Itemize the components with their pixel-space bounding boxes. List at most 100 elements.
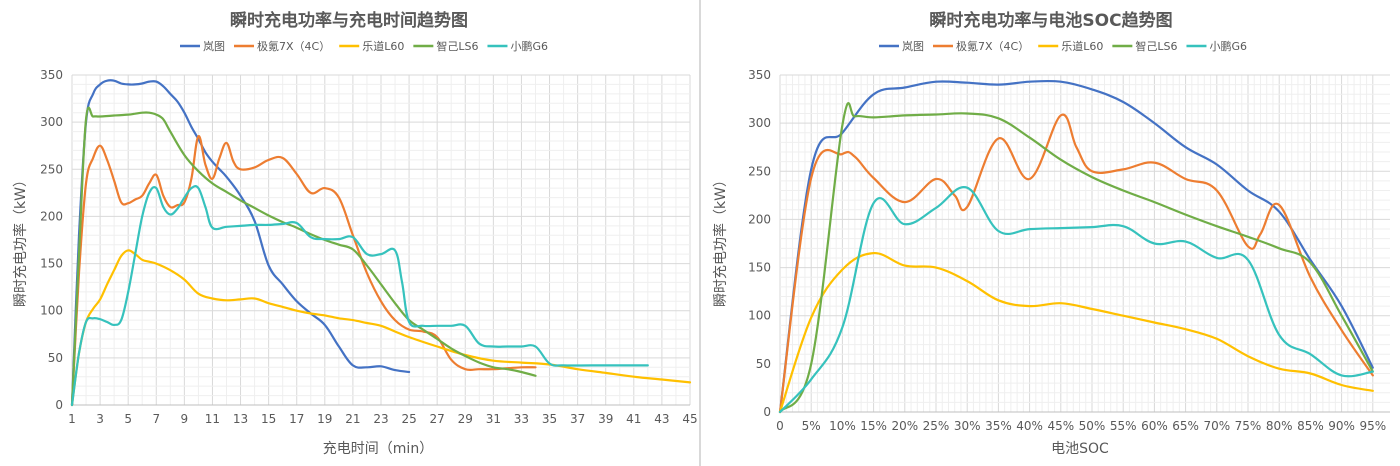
x-tick-label: 43 bbox=[654, 412, 669, 426]
x-tick-label: 19 bbox=[317, 412, 332, 426]
x-tick-label: 20% bbox=[891, 419, 918, 433]
series-line bbox=[778, 113, 1374, 414]
series-line bbox=[70, 79, 411, 407]
y-tick-label: 100 bbox=[748, 309, 771, 323]
y-tick-label: 350 bbox=[748, 68, 771, 82]
y-tick-label: 50 bbox=[756, 357, 771, 371]
legend-label: 智己LS6 bbox=[1135, 39, 1177, 53]
legend-item: 极氪7X（4C） bbox=[933, 39, 1029, 53]
x-tick-label: 40% bbox=[1016, 419, 1043, 433]
legend-label: 岚图 bbox=[203, 40, 225, 53]
x-tick-label: 60% bbox=[1141, 419, 1168, 433]
y-axis-ticks: 0 50 100 150 200 250 300 350 bbox=[748, 68, 771, 419]
x-tick-label: 21 bbox=[345, 412, 360, 426]
series-line bbox=[778, 186, 1374, 414]
x-tick-label: 15% bbox=[860, 419, 887, 433]
x-tick-label: 70% bbox=[1203, 419, 1230, 433]
x-tick-label: 45 bbox=[682, 412, 697, 426]
y-tick-label: 0 bbox=[55, 398, 63, 412]
x-tick-label: 25% bbox=[923, 419, 950, 433]
legend-label: 小鹏G6 bbox=[1209, 40, 1247, 53]
panel-divider bbox=[699, 0, 701, 466]
chart-series bbox=[778, 79, 1374, 414]
y-tick-label: 250 bbox=[40, 162, 63, 176]
x-tick-label: 39 bbox=[598, 412, 613, 426]
x-tick-label: 7 bbox=[152, 412, 160, 426]
chart-panel-time: 瞬时充电功率与充电时间趋势图 岚图 极氪7X（4C） 乐道L60 智己LS6 小鹏G6 … bbox=[0, 0, 698, 466]
x-axis-label: 充电时间（min） bbox=[323, 441, 433, 457]
chart-title: 瞬时充电功率与电池SOC趋势图 bbox=[929, 10, 1172, 31]
x-tick-label: 75% bbox=[1235, 419, 1262, 433]
x-axis-label: 电池SOC bbox=[1051, 441, 1109, 457]
chart-grid bbox=[779, 74, 1390, 413]
x-tick-label: 11 bbox=[205, 412, 220, 426]
chart-panel-soc: 瞬时充电功率与电池SOC趋势图 岚图 极氪7X（4C） 乐道L60 智己LS6 小鹏G6… bbox=[702, 0, 1400, 466]
y-tick-label: 150 bbox=[40, 257, 63, 271]
legend-label: 乐道L60 bbox=[1061, 39, 1103, 53]
x-tick-label: 80% bbox=[1266, 419, 1293, 433]
legend-label: 小鹏G6 bbox=[510, 40, 548, 53]
y-tick-label: 150 bbox=[748, 261, 771, 275]
x-tick-label: 29 bbox=[458, 412, 473, 426]
legend-label: 智己LS6 bbox=[436, 39, 478, 53]
legend-label: 极氪7X（4C） bbox=[257, 39, 330, 53]
legend-item: 岚图 bbox=[879, 40, 924, 53]
series-line bbox=[70, 135, 537, 407]
y-tick-label: 300 bbox=[40, 115, 63, 129]
x-tick-label: 25 bbox=[401, 412, 416, 426]
x-tick-label: 50% bbox=[1079, 419, 1106, 433]
x-tick-label: 5% bbox=[802, 419, 821, 433]
x-tick-label: 13 bbox=[233, 412, 248, 426]
x-tick-label: 10% bbox=[829, 419, 856, 433]
y-axis-label: 瞬时充电功率（kW） bbox=[712, 173, 729, 307]
x-tick-label: 3 bbox=[96, 412, 104, 426]
chart-grid bbox=[71, 74, 691, 406]
x-tick-label: 30% bbox=[954, 419, 981, 433]
y-axis-label: 瞬时充电功率（kW） bbox=[12, 173, 29, 307]
series-line bbox=[70, 106, 537, 407]
x-tick-label: 27 bbox=[430, 412, 445, 426]
chart-soc-svg: 瞬时充电功率与电池SOC趋势图 岚图 极氪7X（4C） 乐道L60 智己LS6 小鹏G6… bbox=[712, 10, 1390, 457]
y-tick-label: 200 bbox=[748, 212, 771, 226]
x-tick-label: 33 bbox=[514, 412, 529, 426]
x-axis-ticks: 0 5% 10% 15% 20% 25% 30% 35% 40% 45% 50% 55% 60% 65% 7… bbox=[776, 419, 1386, 433]
y-tick-label: 100 bbox=[40, 304, 63, 318]
chart-time-svg: 瞬时充电功率与充电时间趋势图 岚图 极氪7X（4C） 乐道L60 智己LS6 小鹏G6 … bbox=[12, 10, 698, 457]
x-tick-label: 90% bbox=[1328, 419, 1355, 433]
x-tick-label: 55% bbox=[1110, 419, 1137, 433]
x-tick-label: 23 bbox=[373, 412, 388, 426]
x-tick-label: 35 bbox=[542, 412, 557, 426]
series-line bbox=[70, 249, 692, 407]
legend-item: 智己LS6 bbox=[1112, 39, 1177, 53]
x-tick-label: 41 bbox=[626, 412, 641, 426]
y-tick-label: 350 bbox=[40, 68, 63, 82]
series-line bbox=[778, 102, 1374, 414]
legend-item: 智己LS6 bbox=[413, 39, 478, 53]
x-tick-label: 15 bbox=[261, 412, 276, 426]
x-tick-label: 35% bbox=[985, 419, 1012, 433]
x-tick-label: 95% bbox=[1359, 419, 1386, 433]
legend-label: 乐道L60 bbox=[362, 39, 404, 53]
legend-item: 乐道L60 bbox=[339, 39, 404, 53]
x-tick-label: 85% bbox=[1297, 419, 1324, 433]
legend-item: 小鹏G6 bbox=[487, 40, 548, 53]
x-tick-label: 0 bbox=[776, 419, 784, 433]
legend-label: 极氪7X（4C） bbox=[956, 39, 1029, 53]
y-tick-label: 0 bbox=[763, 405, 771, 419]
legend-item: 小鹏G6 bbox=[1186, 40, 1247, 53]
legend-item: 极氪7X（4C） bbox=[234, 39, 330, 53]
y-tick-label: 300 bbox=[748, 116, 771, 130]
x-tick-label: 17 bbox=[289, 412, 304, 426]
x-tick-label: 9 bbox=[181, 412, 189, 426]
x-tick-label: 65% bbox=[1172, 419, 1199, 433]
legend-item: 乐道L60 bbox=[1038, 39, 1103, 53]
series-line bbox=[70, 185, 649, 407]
chart-series bbox=[70, 79, 692, 407]
chart-legend: 岚图 极氪7X（4C） 乐道L60 智己LS6 小鹏G6 bbox=[879, 39, 1247, 53]
y-tick-label: 250 bbox=[748, 164, 771, 178]
x-tick-label: 45% bbox=[1047, 419, 1074, 433]
x-tick-label: 31 bbox=[486, 412, 501, 426]
chart-legend: 岚图 极氪7X（4C） 乐道L60 智己LS6 小鹏G6 bbox=[180, 39, 548, 53]
y-axis-ticks: 0 50 100 150 200 250 300 350 bbox=[40, 68, 63, 412]
